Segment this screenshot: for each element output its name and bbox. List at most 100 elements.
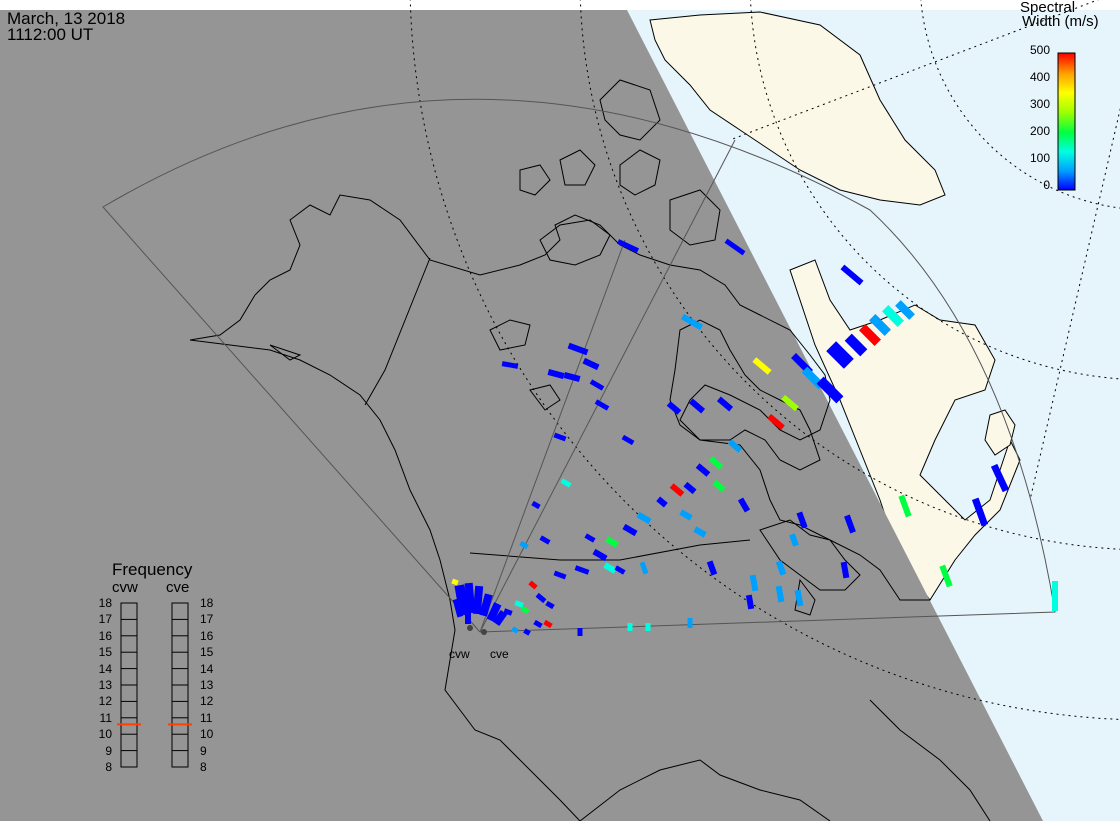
backscatter-cell: [545, 600, 555, 610]
backscatter-cell: [767, 413, 785, 431]
frequency-tick-right: 17: [200, 612, 214, 627]
frequency-tick-right: 9: [200, 743, 207, 758]
frequency-tick-left: 11: [99, 710, 112, 725]
greenland-land: [649, 11, 946, 206]
colorbar-title-line1: Spectral: [1020, 0, 1076, 16]
backscatter-cell: [577, 628, 583, 636]
backscatter-cell: [589, 379, 605, 391]
backscatter-cell: [666, 401, 682, 415]
frequency-tick-left: 17: [98, 612, 112, 627]
backscatter-cell: [514, 600, 524, 608]
backscatter-cell: [452, 598, 464, 618]
backscatter-cell: [582, 357, 600, 371]
backscatter-cell: [796, 511, 808, 529]
frequency-tick-right: 16: [200, 628, 214, 643]
backscatter-cell: [895, 300, 915, 320]
backscatter-cell: [898, 494, 912, 518]
backscatter-cell: [680, 313, 704, 331]
frequency-tick-left: 18: [98, 596, 112, 610]
backscatter-cell: [745, 594, 755, 610]
backscatter-cell: [479, 593, 493, 617]
frequency-gauges: [117, 602, 192, 768]
backscatter-cell: [535, 592, 547, 604]
backscatter-cell: [844, 514, 856, 534]
frequency-tick-right: 8: [200, 760, 207, 774]
backscatter-cell: [695, 463, 711, 477]
backscatter-cell: [492, 609, 508, 627]
backscatter-cell: [472, 585, 484, 615]
backscatter-cell: [840, 561, 850, 579]
night-side: [0, 10, 1043, 821]
backscatter-cell: [533, 619, 543, 629]
backscatter-cell: [669, 483, 685, 497]
backscatter-cell: [574, 565, 590, 575]
frequency-title: Frequency: [112, 560, 193, 579]
frequency-tick-right: 18: [200, 596, 214, 610]
backscatter-cell: [939, 564, 953, 588]
backscatter-cell: [840, 264, 864, 286]
colorbar: [1057, 52, 1076, 191]
backscatter-cell: [693, 526, 707, 538]
backscatter-cell: [688, 398, 706, 414]
backscatter-cell: [882, 305, 904, 327]
backscatter-cell: [451, 578, 459, 586]
frequency-tick-left: 9: [105, 743, 112, 758]
backscatter-cell: [990, 463, 1010, 493]
backscatter-cell: [749, 574, 759, 592]
backscatter-cell: [523, 628, 531, 636]
colorbar-tick: 500: [1029, 43, 1050, 57]
backscatter-cell: [553, 432, 567, 442]
frequency-tick-right: 12: [200, 694, 214, 709]
frequency-tick-left: 16: [98, 628, 112, 643]
backscatter-cell: [971, 497, 989, 527]
time-label: 1112:00 UT: [7, 25, 94, 44]
backscatter-cell: [465, 604, 471, 624]
backscatter-cell: [789, 533, 799, 547]
backscatter-cell: [724, 238, 746, 256]
backscatter-cell: [706, 560, 718, 576]
backscatter-cell: [727, 439, 743, 453]
backscatter-cell: [826, 341, 854, 369]
colorbar-tick: 300: [1029, 97, 1050, 111]
backscatter-cell: [531, 500, 541, 510]
colorbar-tick: 200: [1029, 124, 1050, 138]
frequency-tick-left: 15: [98, 645, 112, 660]
backscatter-cell: [553, 570, 567, 580]
backscatter-cell: [622, 523, 638, 537]
backscatter-cell: [584, 533, 596, 543]
backscatter-cell: [616, 239, 640, 253]
backscatter-cell: [605, 536, 619, 548]
backscatter-cells: [451, 238, 1058, 636]
backscatter-cell: [594, 399, 610, 411]
backscatter-cell: [503, 608, 513, 616]
backscatter-cell: [775, 585, 785, 603]
backscatter-cell: [627, 623, 633, 631]
frequency-tick-left: 10: [98, 727, 112, 742]
backscatter-cell: [511, 626, 519, 634]
backscatter-cell: [621, 434, 635, 446]
backscatter-cell: [592, 548, 608, 562]
radar-site-cvw: [467, 625, 473, 631]
radar-site-cve: [481, 629, 487, 635]
backscatter-cell: [712, 479, 726, 493]
backscatter-cell: [656, 496, 668, 508]
backscatter-cell: [486, 602, 502, 622]
backscatter-cell: [687, 618, 693, 628]
frequency-radar-left-label: cvw: [112, 579, 138, 596]
backscatter-cell: [645, 623, 651, 631]
backscatter-cell: [816, 376, 844, 404]
radar-label-cve: cve: [490, 647, 509, 661]
backscatter-cell: [539, 535, 551, 545]
coastlines: [189, 79, 991, 822]
frequency-tick-left: 14: [98, 661, 112, 676]
colorbar-tick: 100: [1029, 151, 1050, 165]
backscatter-cell: [844, 333, 868, 357]
frequency-tick-left: 8: [105, 760, 112, 774]
frequency-tick-right: 15: [200, 645, 214, 660]
backscatter-cell: [781, 394, 799, 412]
colorbar-gradient: [1057, 52, 1076, 191]
radar-label-cvw: cvw: [449, 647, 470, 661]
frequency-tick-right: 13: [200, 678, 214, 692]
